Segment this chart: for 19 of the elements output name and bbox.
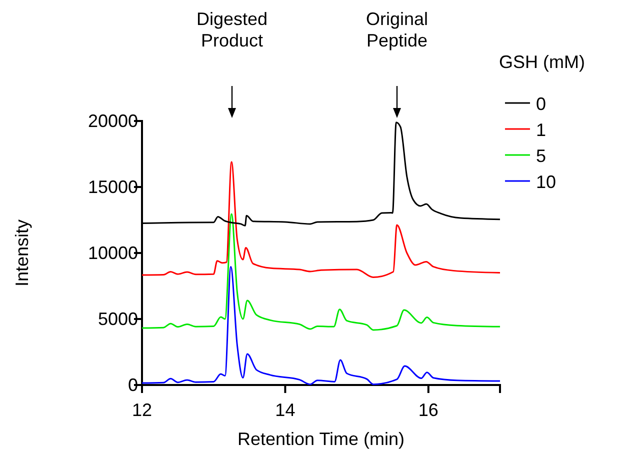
y-tick-label: 20000	[88, 110, 138, 131]
y-axis-title: Intensity	[12, 219, 32, 287]
x-tick-label: 16	[418, 400, 438, 420]
text: Original Peptide	[366, 9, 428, 51]
text: Digested Product	[196, 9, 268, 51]
line-series	[141, 161, 501, 278]
legend-label: 10	[536, 172, 556, 192]
legend-title: GSH (mM)	[499, 52, 585, 72]
legend-label: 5	[536, 146, 546, 166]
x-tick-label: 14	[275, 400, 296, 420]
line-series	[141, 213, 501, 331]
line-series	[141, 266, 501, 386]
y-tick-label: 10000	[88, 242, 138, 263]
y-tick-label: 5000	[98, 308, 138, 329]
x-axis-title: Retention Time (min)	[237, 429, 405, 449]
y-tick-label: 15000	[88, 176, 138, 197]
x-tick-label: 12	[132, 400, 152, 420]
legend-label: 0	[536, 94, 546, 114]
legend-label: 1	[536, 120, 546, 140]
